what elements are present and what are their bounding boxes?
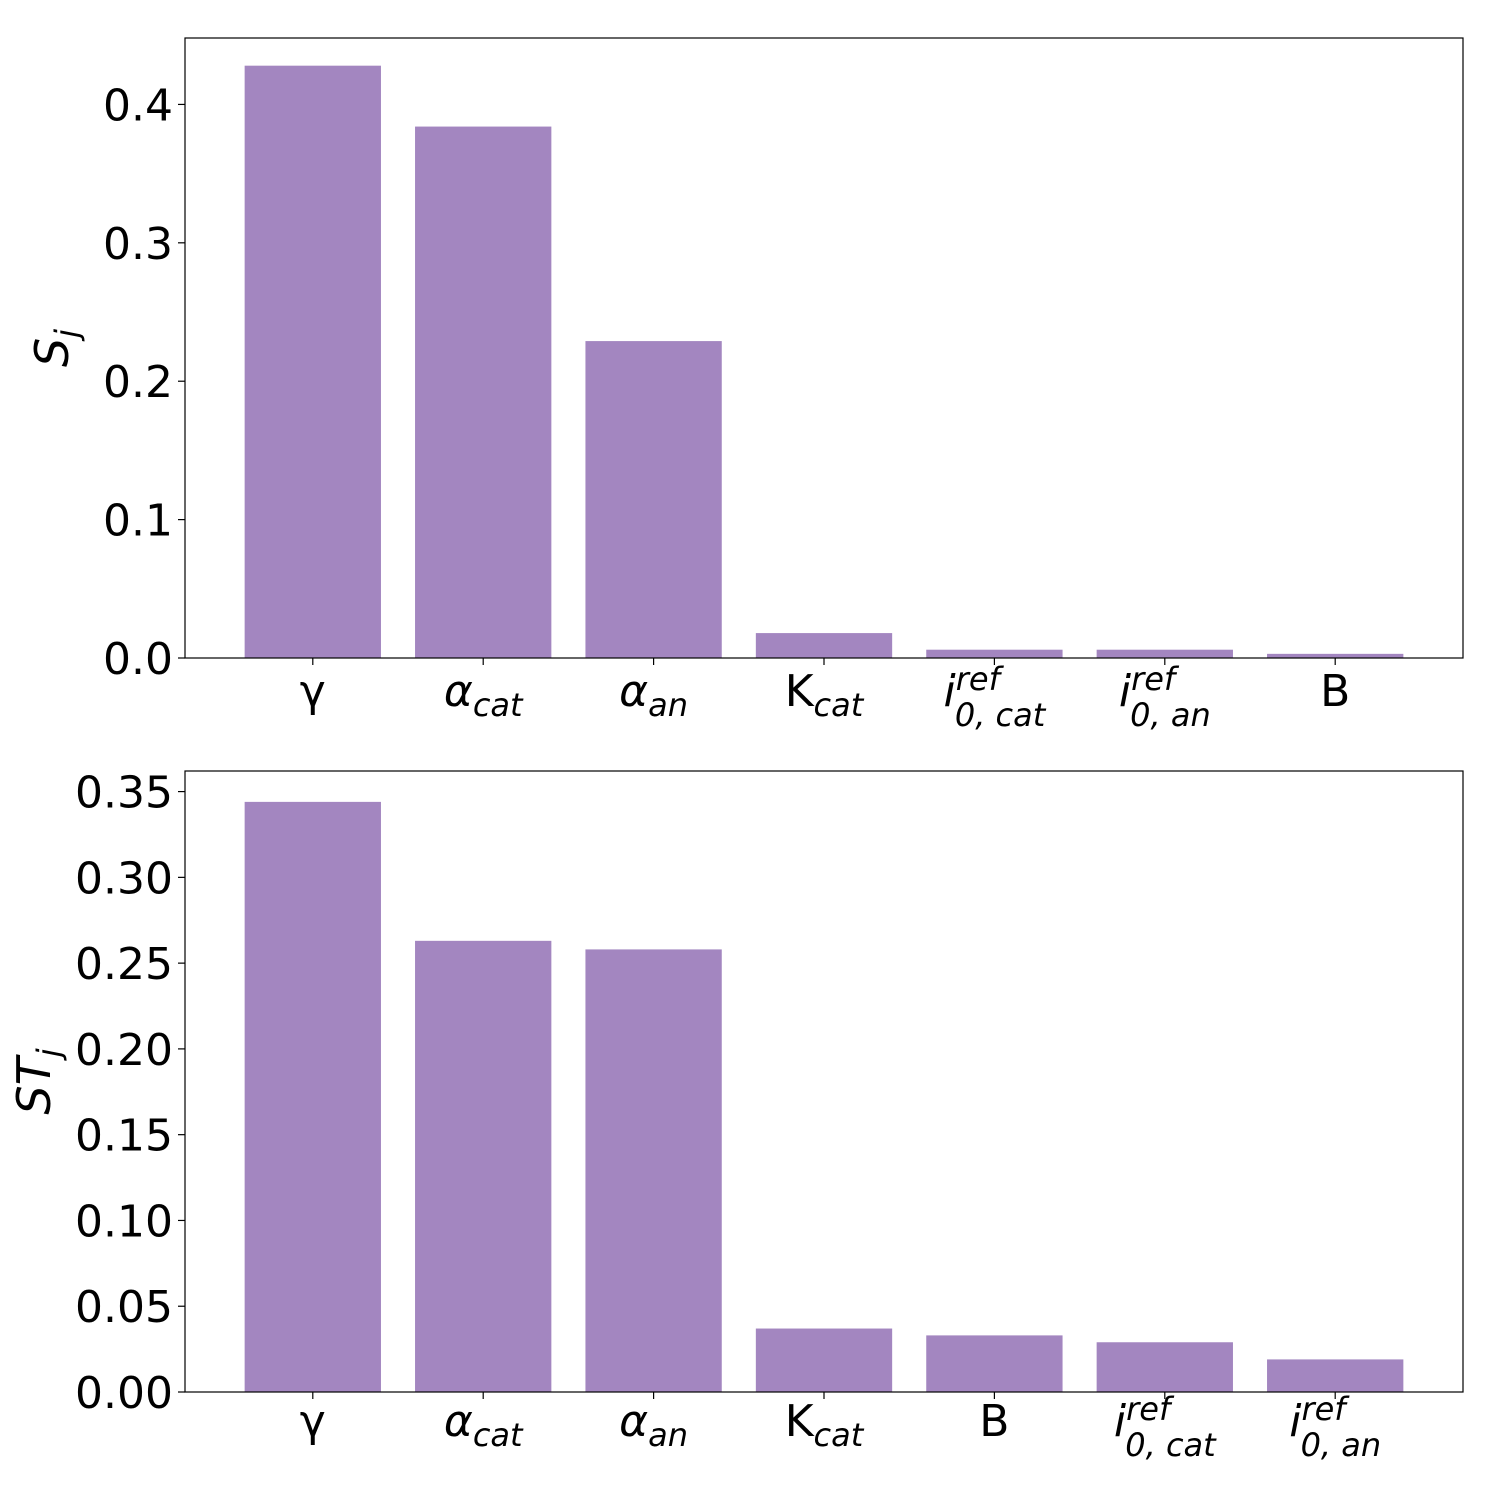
y-tick-label: 0.25 [75, 939, 173, 990]
bar-6 [1096, 1342, 1233, 1392]
x-tick-label: iref 0, cat [944, 660, 1047, 734]
y-tick-label: 0.2 [103, 357, 173, 408]
y-tick-label: 0.15 [75, 1111, 173, 1162]
bar-3 [585, 341, 722, 658]
bar-7 [1267, 653, 1404, 658]
x-tick-label: αcat [444, 666, 524, 724]
bar-5 [926, 649, 1063, 658]
y-tick-label: 0.0 [103, 634, 173, 685]
bar-1 [244, 65, 381, 659]
bar-7 [1267, 1359, 1404, 1392]
x-tick-label: αcat [444, 1396, 524, 1454]
x-tick-label: Kcat [785, 666, 865, 724]
x-tick-label: γ [300, 1396, 326, 1447]
y-tick-label: 0.30 [75, 853, 173, 904]
y-tick-label: 0.05 [75, 1282, 173, 1333]
x-tick-label: γ [300, 666, 326, 717]
y-tick-label: 0.00 [75, 1368, 173, 1419]
bar-5 [926, 1335, 1063, 1392]
bar-6 [1096, 649, 1233, 658]
y-tick-label: 0.4 [103, 80, 173, 131]
bar-4 [755, 633, 893, 658]
x-tick-label: αan [619, 1396, 688, 1454]
y-tick-label: 0.35 [75, 768, 173, 819]
x-tick-label: B [979, 1396, 1009, 1447]
x-tick-label: B [1320, 666, 1350, 717]
bottom-panel-stj: 0.00 0.05 0.10 0.15 0.20 0.25 0.30 0.35 γ αcat αan… [7, 768, 1464, 1464]
bar-2 [415, 126, 552, 658]
x-tick-label: iref 0, cat [1114, 1390, 1217, 1464]
y-tick-label: 0.1 [103, 496, 173, 547]
x-tick-label: αan [619, 666, 688, 724]
y-axis-title: STj [7, 1048, 68, 1114]
y-axis-title: Sj [25, 329, 86, 367]
x-tick-label: Kcat [785, 1396, 865, 1454]
bar-1 [244, 801, 381, 1392]
x-tick-label: iref 0, an [1119, 660, 1211, 734]
y-tick-label: 0.20 [75, 1025, 173, 1076]
top-panel-sj: 0.0 0.1 0.2 0.3 0.4 γ αcat αan Kcat iref 0, cat ire… [25, 37, 1464, 734]
x-tick-label: iref 0, an [1289, 1390, 1381, 1464]
bar-3 [585, 949, 722, 1392]
y-tick-label: 0.3 [103, 219, 173, 270]
bar-2 [415, 940, 552, 1392]
bar-4 [755, 1328, 893, 1392]
y-tick-label: 0.10 [75, 1196, 173, 1247]
